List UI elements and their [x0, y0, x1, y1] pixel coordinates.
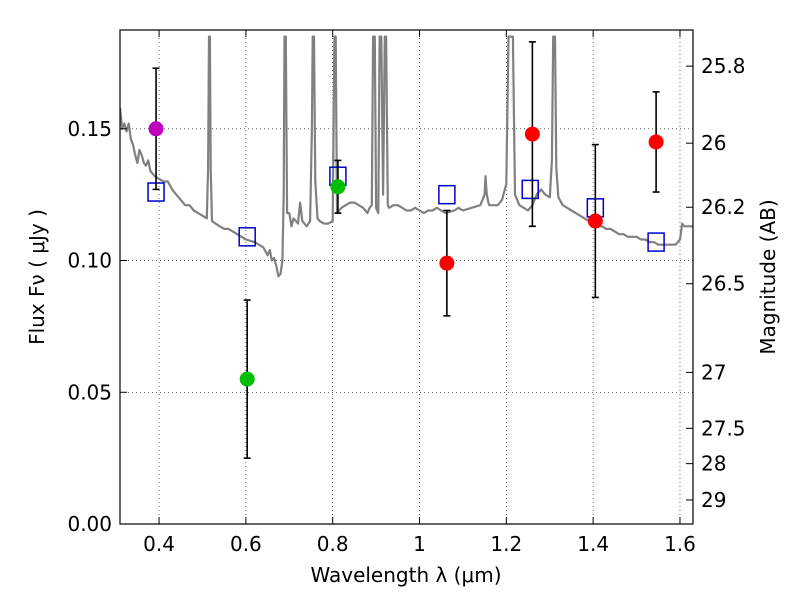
y-tick-label: 0.15 [67, 117, 112, 141]
right-tick-label: 26 [701, 131, 726, 155]
model-spectrum-line [120, 35, 693, 278]
x-tick-label: 1.2 [490, 532, 522, 556]
right-tick-label: 27 [701, 360, 726, 384]
observed-point [330, 179, 346, 195]
right-tick-label: 25.8 [701, 54, 746, 78]
observed-point [648, 134, 664, 150]
right-tick-label: 29 [701, 488, 726, 512]
x-tick-label: 0.6 [230, 532, 262, 556]
x-axis-label: Wavelength λ (μm) [310, 563, 501, 587]
right-tick-label: 26.2 [701, 195, 746, 219]
right-tick-label: 28 [701, 452, 726, 476]
observed-point [587, 213, 603, 229]
observed-point [439, 255, 455, 271]
y-tick-label: 0.05 [67, 380, 112, 404]
model-photometry-square [238, 227, 256, 247]
model-photometry-square [521, 179, 539, 200]
right-axis-label: Magnitude (AB) [756, 199, 780, 354]
y-tick-label: 0.00 [67, 512, 112, 536]
x-tick-label: 1.6 [664, 532, 696, 556]
x-tick-label: 0.4 [143, 532, 175, 556]
y-axis-label: Flux Fν ( μJy ) [25, 209, 49, 345]
observed-point [524, 126, 540, 142]
observed-point [148, 121, 164, 137]
y-tick-label: 0.10 [67, 249, 112, 273]
plot-frame [119, 29, 694, 525]
plot-area [120, 35, 693, 459]
model-photometry-square [647, 232, 665, 252]
model-photometry-square [438, 184, 456, 205]
x-tick-label: 0.8 [317, 532, 349, 556]
observed-point [239, 371, 255, 387]
x-tick-label: 1 [413, 532, 426, 556]
right-tick-label: 27.5 [701, 416, 746, 440]
right-tick-label: 26.5 [701, 272, 746, 296]
x-tick-label: 1.4 [577, 532, 609, 556]
axes: 0.4 0.6 0.8 1 1.2 1.4 1.6 0.00 0.05 0.10 0.15 25.8 2… [67, 29, 746, 556]
